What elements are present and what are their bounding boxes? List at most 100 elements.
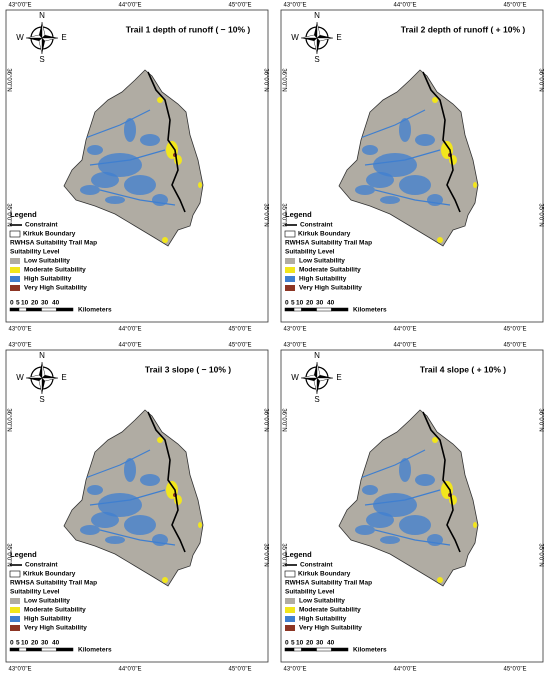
map-panel: 43°0'0"E 43°0'0"E 44°0'0"E 44°0'0"E 45°0'0"E…	[5, 343, 268, 673]
legend-level-title: Suitability Level	[285, 589, 335, 596]
high-suitability-patch	[362, 145, 378, 155]
legend-level: Moderate Suitability	[299, 267, 361, 274]
scale-segment	[9, 647, 20, 652]
moderate-suitability-patch	[437, 577, 443, 583]
legend-map-name: RWHSA Suitability Trail Map	[10, 240, 97, 247]
stream-network	[354, 449, 451, 546]
scale-segment	[301, 647, 317, 652]
longitude-label: 43°0'0"E	[283, 343, 306, 349]
compass-s: S	[314, 395, 319, 404]
high-suitability-patch	[124, 515, 156, 535]
high-suitability-patch	[80, 525, 100, 535]
compass-star-light	[300, 361, 334, 395]
scale-label: 40	[327, 300, 335, 307]
compass-n: N	[39, 351, 45, 360]
high-suitability-patch	[80, 185, 100, 195]
legend-level-title: Suitability Level	[285, 249, 335, 256]
scale-segment	[41, 307, 57, 312]
latitude-label: 35°0'0"N	[537, 543, 543, 566]
legend-level: High Suitability	[299, 616, 347, 623]
latitude-label: 35°0'0"N	[280, 203, 286, 226]
panel-title: Trail 3 slope ( − 10% )	[145, 364, 231, 374]
scale-label: 0	[285, 640, 289, 647]
compass-w: W	[16, 373, 24, 382]
legend-swatch	[285, 616, 295, 622]
high-suitability-patch	[362, 485, 378, 495]
legend-boundary: Kirkuk Boundary	[298, 571, 351, 578]
longitude-label: 43°0'0"E	[8, 3, 31, 9]
stream-network	[79, 109, 176, 206]
compass-w: W	[291, 373, 299, 382]
legend-boundary-symbol	[284, 230, 296, 238]
legend-swatch	[285, 598, 295, 604]
legend-title: Legend	[285, 210, 312, 219]
legend-level: Very High Suitability	[299, 285, 362, 292]
moderate-suitability-patch	[198, 182, 202, 188]
map-panel: 43°0'0"E 43°0'0"E 44°0'0"E 44°0'0"E 45°0'0"E…	[280, 3, 543, 333]
scale-segment	[26, 647, 42, 652]
suitability-patches	[79, 97, 202, 243]
compass-e: E	[61, 373, 66, 382]
longitude-label: 43°0'0"E	[283, 327, 306, 333]
scale-label: 5	[16, 640, 20, 647]
legend-map-name: RWHSA Suitability Trail Map	[285, 240, 372, 247]
scale-segment	[331, 647, 349, 652]
scale-segment	[26, 307, 42, 312]
constraint-line	[147, 411, 186, 553]
legend-level: Low Suitability	[24, 598, 70, 605]
high-suitability-patch	[380, 196, 400, 204]
legend-level: Moderate Suitability	[24, 267, 86, 274]
high-suitability-patch	[415, 134, 435, 146]
moderate-suitability-patch	[162, 237, 168, 243]
high-suitability-patch	[373, 153, 417, 177]
suitability-patches	[354, 97, 477, 243]
moderate-suitability-patch	[157, 97, 163, 103]
high-suitability-patch	[140, 474, 160, 486]
scale-segment	[41, 647, 57, 652]
stream-network	[354, 109, 451, 206]
high-suitability-patch	[140, 134, 160, 146]
latitude-label: 35°0'0"N	[5, 203, 11, 226]
legend-boundary-symbol	[284, 570, 296, 578]
latitude-label: 36°0'0"N	[262, 408, 268, 431]
constraint-line	[422, 71, 461, 213]
longitude-label: 44°0'0"E	[118, 667, 141, 673]
legend-constraint: Constraint	[25, 562, 58, 569]
longitude-label: 43°0'0"E	[8, 343, 31, 349]
legend-constraint: Constraint	[300, 562, 333, 569]
panel-title: Trail 4 slope ( + 10% )	[420, 364, 506, 374]
latitude-label: 36°0'0"N	[5, 408, 11, 431]
longitude-label: 45°0'0"E	[503, 3, 526, 9]
moderate-suitability-patch	[473, 182, 477, 188]
compass-star-light	[300, 21, 334, 55]
longitude-label: 45°0'0"E	[503, 327, 526, 333]
scale-unit: Kilometers	[78, 307, 112, 314]
latitude-label: 35°0'0"N	[262, 203, 268, 226]
high-suitability-patch	[366, 512, 394, 528]
scale-label: 5	[291, 300, 295, 307]
scale-label: 30	[41, 640, 49, 647]
scale-segment	[9, 307, 20, 312]
moderate-suitability-patch	[432, 437, 438, 443]
legend-level: Very High Suitability	[24, 285, 87, 292]
longitude-label: 45°0'0"E	[503, 343, 526, 349]
high-suitability-patch	[87, 145, 103, 155]
legend-boundary: Kirkuk Boundary	[23, 231, 76, 238]
high-suitability-patch	[91, 512, 119, 528]
legend-level-title: Suitability Level	[10, 249, 60, 256]
longitude-label: 43°0'0"E	[8, 667, 31, 673]
scale-label: 30	[316, 300, 324, 307]
suitability-patches	[354, 437, 477, 583]
compass-n: N	[39, 11, 45, 20]
latitude-label: 35°0'0"N	[5, 543, 11, 566]
scale-unit: Kilometers	[353, 307, 387, 314]
scale-label: 20	[31, 300, 39, 307]
scale-label: 10	[296, 640, 304, 647]
high-suitability-patch	[366, 172, 394, 188]
scale-label: 10	[296, 300, 304, 307]
compass-s: S	[314, 55, 319, 64]
north-arrow: N S E W	[291, 351, 341, 404]
latitude-label: 36°0'0"N	[262, 68, 268, 91]
high-suitability-patch	[105, 536, 125, 544]
